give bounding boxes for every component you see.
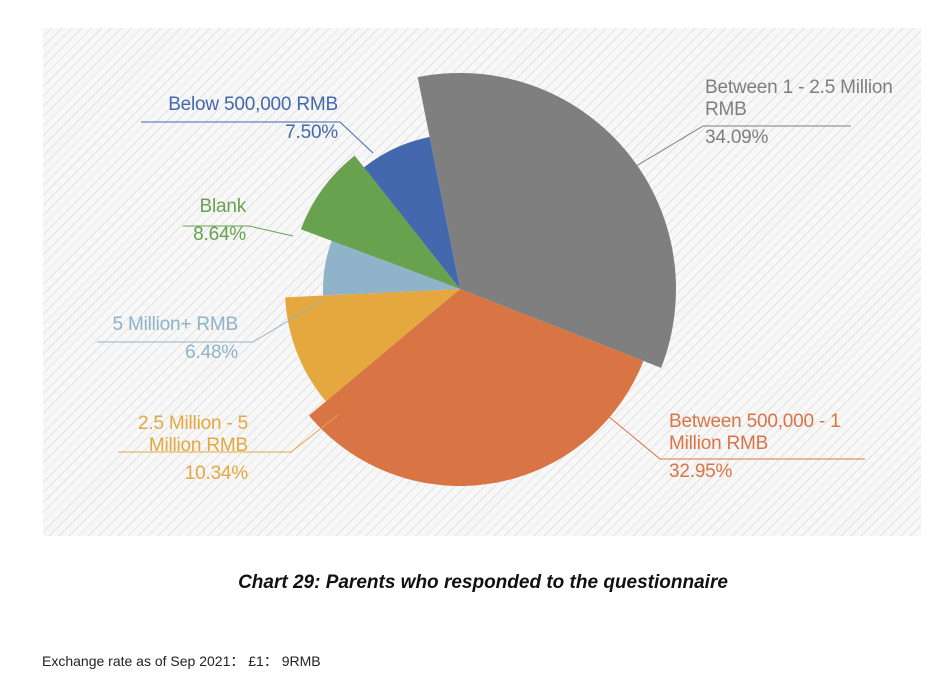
slice-label-5-million-plus: 5 Million+ RMB 6.48% — [83, 314, 239, 364]
chart-caption: Chart 29: Parents who responded to the q… — [238, 572, 728, 593]
leader-line-2-5-5-million — [118, 414, 339, 453]
slice-label-blank: Blank 8.64% — [153, 196, 246, 246]
exchange-rate-footnote: Exchange rate as of Sep 2021： £1： 9RMB — [42, 653, 321, 669]
pie-slice-blank — [300, 155, 460, 289]
pie-slice-below-500000 — [363, 137, 460, 289]
leader-line-blank — [183, 225, 294, 237]
slice-percent: 32.95% — [669, 461, 733, 482]
slice-label-2-5-5-million: 2.5 Million - 5 Million RMB 10.34% — [101, 413, 248, 485]
slice-name: 5 Million+ RMB — [112, 314, 239, 335]
slice-label-between-1-2-5-million: Between 1 - 2.5 Million RMB 34.09% — [705, 77, 905, 149]
slice-name: Between 500,000 - 1 Million RMB — [669, 411, 841, 454]
slice-percent: 8.64% — [193, 224, 246, 245]
pie-slice-2-5-5-million — [285, 289, 460, 402]
pie-chart — [97, 73, 865, 487]
leader-line-5-million-plus — [97, 299, 324, 343]
slice-label-below-500000: Below 500,000 RMB 7.50% — [133, 94, 338, 144]
slice-name: 2.5 Million - 5 Million RMB — [138, 413, 248, 456]
slice-name: Below 500,000 RMB — [168, 94, 338, 115]
leader-line-between-500000-1-million — [607, 415, 865, 460]
chart-panel: Between 1 - 2.5 Million RMB 34.09% Betwe… — [43, 28, 921, 536]
slice-name: Between 1 - 2.5 Million RMB — [705, 77, 893, 120]
slice-percent: 34.09% — [705, 127, 769, 148]
pie-slice-between-500000-1-million — [308, 289, 644, 487]
slice-percent: 6.48% — [185, 342, 238, 363]
leader-line-between-1-2-5-million — [632, 125, 851, 169]
slice-percent: 10.34% — [184, 463, 248, 484]
pie-slice-5-million-plus — [323, 240, 460, 296]
slice-name: Blank — [199, 196, 246, 217]
slice-label-between-500000-1-million: Between 500,000 - 1 Million RMB 32.95% — [669, 411, 884, 483]
slice-percent: 7.50% — [285, 122, 338, 143]
leader-line-below-500000 — [141, 121, 374, 154]
pie-slice-between-1-2-5-million — [417, 73, 677, 368]
